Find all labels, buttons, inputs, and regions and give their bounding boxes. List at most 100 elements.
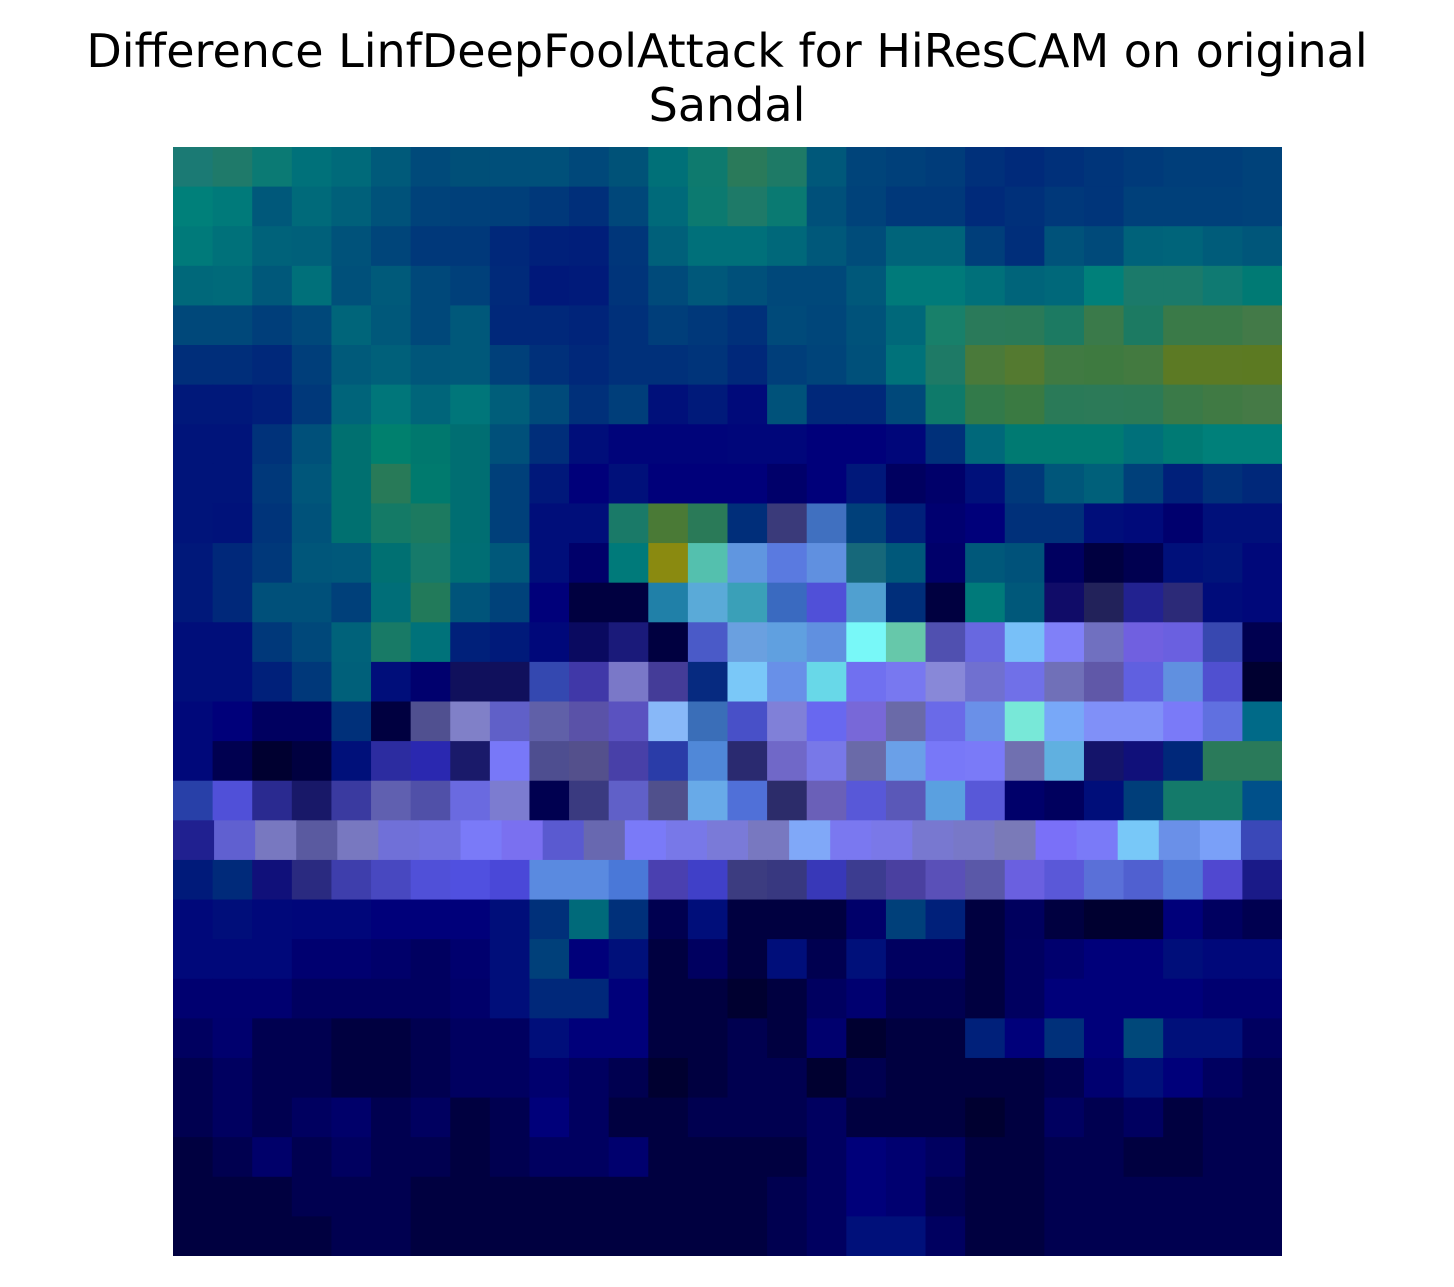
heatmap-cell: [252, 780, 293, 821]
heatmap-cell: [925, 543, 966, 584]
heatmap-cell: [1163, 345, 1204, 386]
heatmap-cell: [965, 899, 1006, 940]
heatmap-cell: [608, 661, 649, 703]
heatmap-cell: [331, 305, 372, 346]
heatmap-cell: [1123, 741, 1164, 782]
heatmap-cell: [1163, 265, 1204, 307]
heatmap-cell: [727, 1018, 768, 1059]
heatmap-cell: [371, 1216, 412, 1256]
heatmap-cell: [648, 661, 689, 703]
heatmap-cell: [1123, 384, 1164, 425]
heatmap-cell: [1202, 701, 1243, 742]
heatmap-cell: [767, 780, 808, 821]
heatmap-cell: [767, 661, 808, 703]
heatmap-cell: [885, 503, 927, 544]
heatmap-cell: [1044, 305, 1085, 346]
heatmap-cell: [925, 1018, 966, 1059]
heatmap-cell: [1202, 305, 1243, 346]
heatmap-cell: [885, 899, 927, 940]
heatmap-cell: [291, 543, 333, 584]
heatmap-cell: [173, 226, 214, 267]
heatmap-cell: [885, 265, 927, 307]
heatmap-cell: [767, 147, 808, 188]
heatmap-cell: [1083, 1057, 1125, 1099]
heatmap-cell: [925, 424, 966, 465]
heatmap-cell: [252, 1176, 293, 1217]
heatmap-cell: [569, 780, 610, 821]
heatmap-cell: [767, 226, 808, 267]
heatmap-cell: [331, 1176, 372, 1217]
heatmap-cell: [173, 345, 214, 386]
heatmap-cell: [1123, 226, 1164, 267]
heatmap-cell: [1123, 899, 1164, 940]
heatmap-cell: [687, 543, 729, 584]
heatmap-cell: [212, 1018, 253, 1059]
heatmap-cell: [291, 899, 333, 940]
heatmap-cell: [410, 978, 451, 1019]
heatmap-cell: [410, 543, 451, 584]
heatmap-cell: [608, 741, 649, 782]
heatmap-cell: [291, 147, 333, 188]
heatmap-cell: [450, 741, 491, 782]
heatmap-cell: [1123, 1216, 1164, 1256]
heatmap-cell: [212, 661, 253, 703]
heatmap-cell: [569, 186, 610, 227]
heatmap-cell: [1163, 899, 1204, 940]
heatmap-cell: [885, 424, 927, 465]
heatmap-cell: [767, 582, 808, 623]
heatmap-cell: [410, 503, 451, 544]
heatmap-cell: [173, 147, 214, 188]
heatmap-cell: [252, 661, 293, 703]
heatmap-cell: [1004, 741, 1045, 782]
heatmap-cell: [291, 1097, 333, 1138]
heatmap-cell: [727, 1057, 768, 1099]
heatmap-cell: [608, 265, 649, 307]
heatmap-cell: [1044, 661, 1085, 703]
heatmap-cell: [1044, 265, 1085, 307]
heatmap-cell: [252, 503, 293, 544]
heatmap-cell: [489, 1057, 531, 1099]
heatmap-cell: [885, 661, 927, 703]
heatmap-cell: [767, 1057, 808, 1099]
heatmap-cell: [1242, 463, 1282, 505]
heatmap-cell: [450, 226, 491, 267]
heatmap-cell: [727, 1137, 768, 1178]
heatmap-cell: [1163, 1216, 1204, 1256]
heatmap-cell: [1123, 1176, 1164, 1217]
heatmap-cell: [173, 741, 214, 782]
heatmap-cell: [529, 939, 570, 980]
heatmap-cell: [252, 899, 293, 940]
heatmap-cell: [1004, 661, 1045, 703]
heatmap-cell: [529, 1137, 570, 1178]
heatmap-cell: [291, 1018, 333, 1059]
heatmap-cell: [846, 1176, 887, 1217]
heatmap-cell: [965, 939, 1006, 980]
heatmap-cell: [965, 582, 1006, 623]
heatmap-cell: [291, 1137, 333, 1178]
heatmap-cell: [331, 859, 372, 901]
heatmap-cell: [846, 1137, 887, 1178]
heatmap-cell: [1004, 463, 1045, 505]
heatmap-cell: [1202, 1216, 1243, 1256]
heatmap-cell: [489, 226, 531, 267]
heatmap-cell: [252, 424, 293, 465]
heatmap-cell: [1083, 859, 1125, 901]
heatmap-cell: [173, 701, 214, 742]
heatmap-cell: [450, 1137, 491, 1178]
heatmap-cell: [296, 820, 338, 861]
heatmap-cell: [727, 1176, 768, 1217]
heatmap-cell: [410, 186, 451, 227]
heatmap-cell: [173, 582, 214, 623]
heatmap-cell: [371, 622, 412, 663]
heatmap-cell: [925, 899, 966, 940]
heatmap-cell: [252, 384, 293, 425]
heatmap-cell: [460, 820, 503, 861]
heatmap-cell: [371, 741, 412, 782]
heatmap-cell: [965, 543, 1006, 584]
heatmap-cell: [450, 859, 491, 901]
heatmap-cell: [410, 226, 451, 267]
heatmap-cell: [1242, 1176, 1282, 1217]
heatmap-cell: [806, 226, 847, 267]
heatmap-cell: [331, 622, 372, 663]
heatmap-cell: [569, 543, 610, 584]
